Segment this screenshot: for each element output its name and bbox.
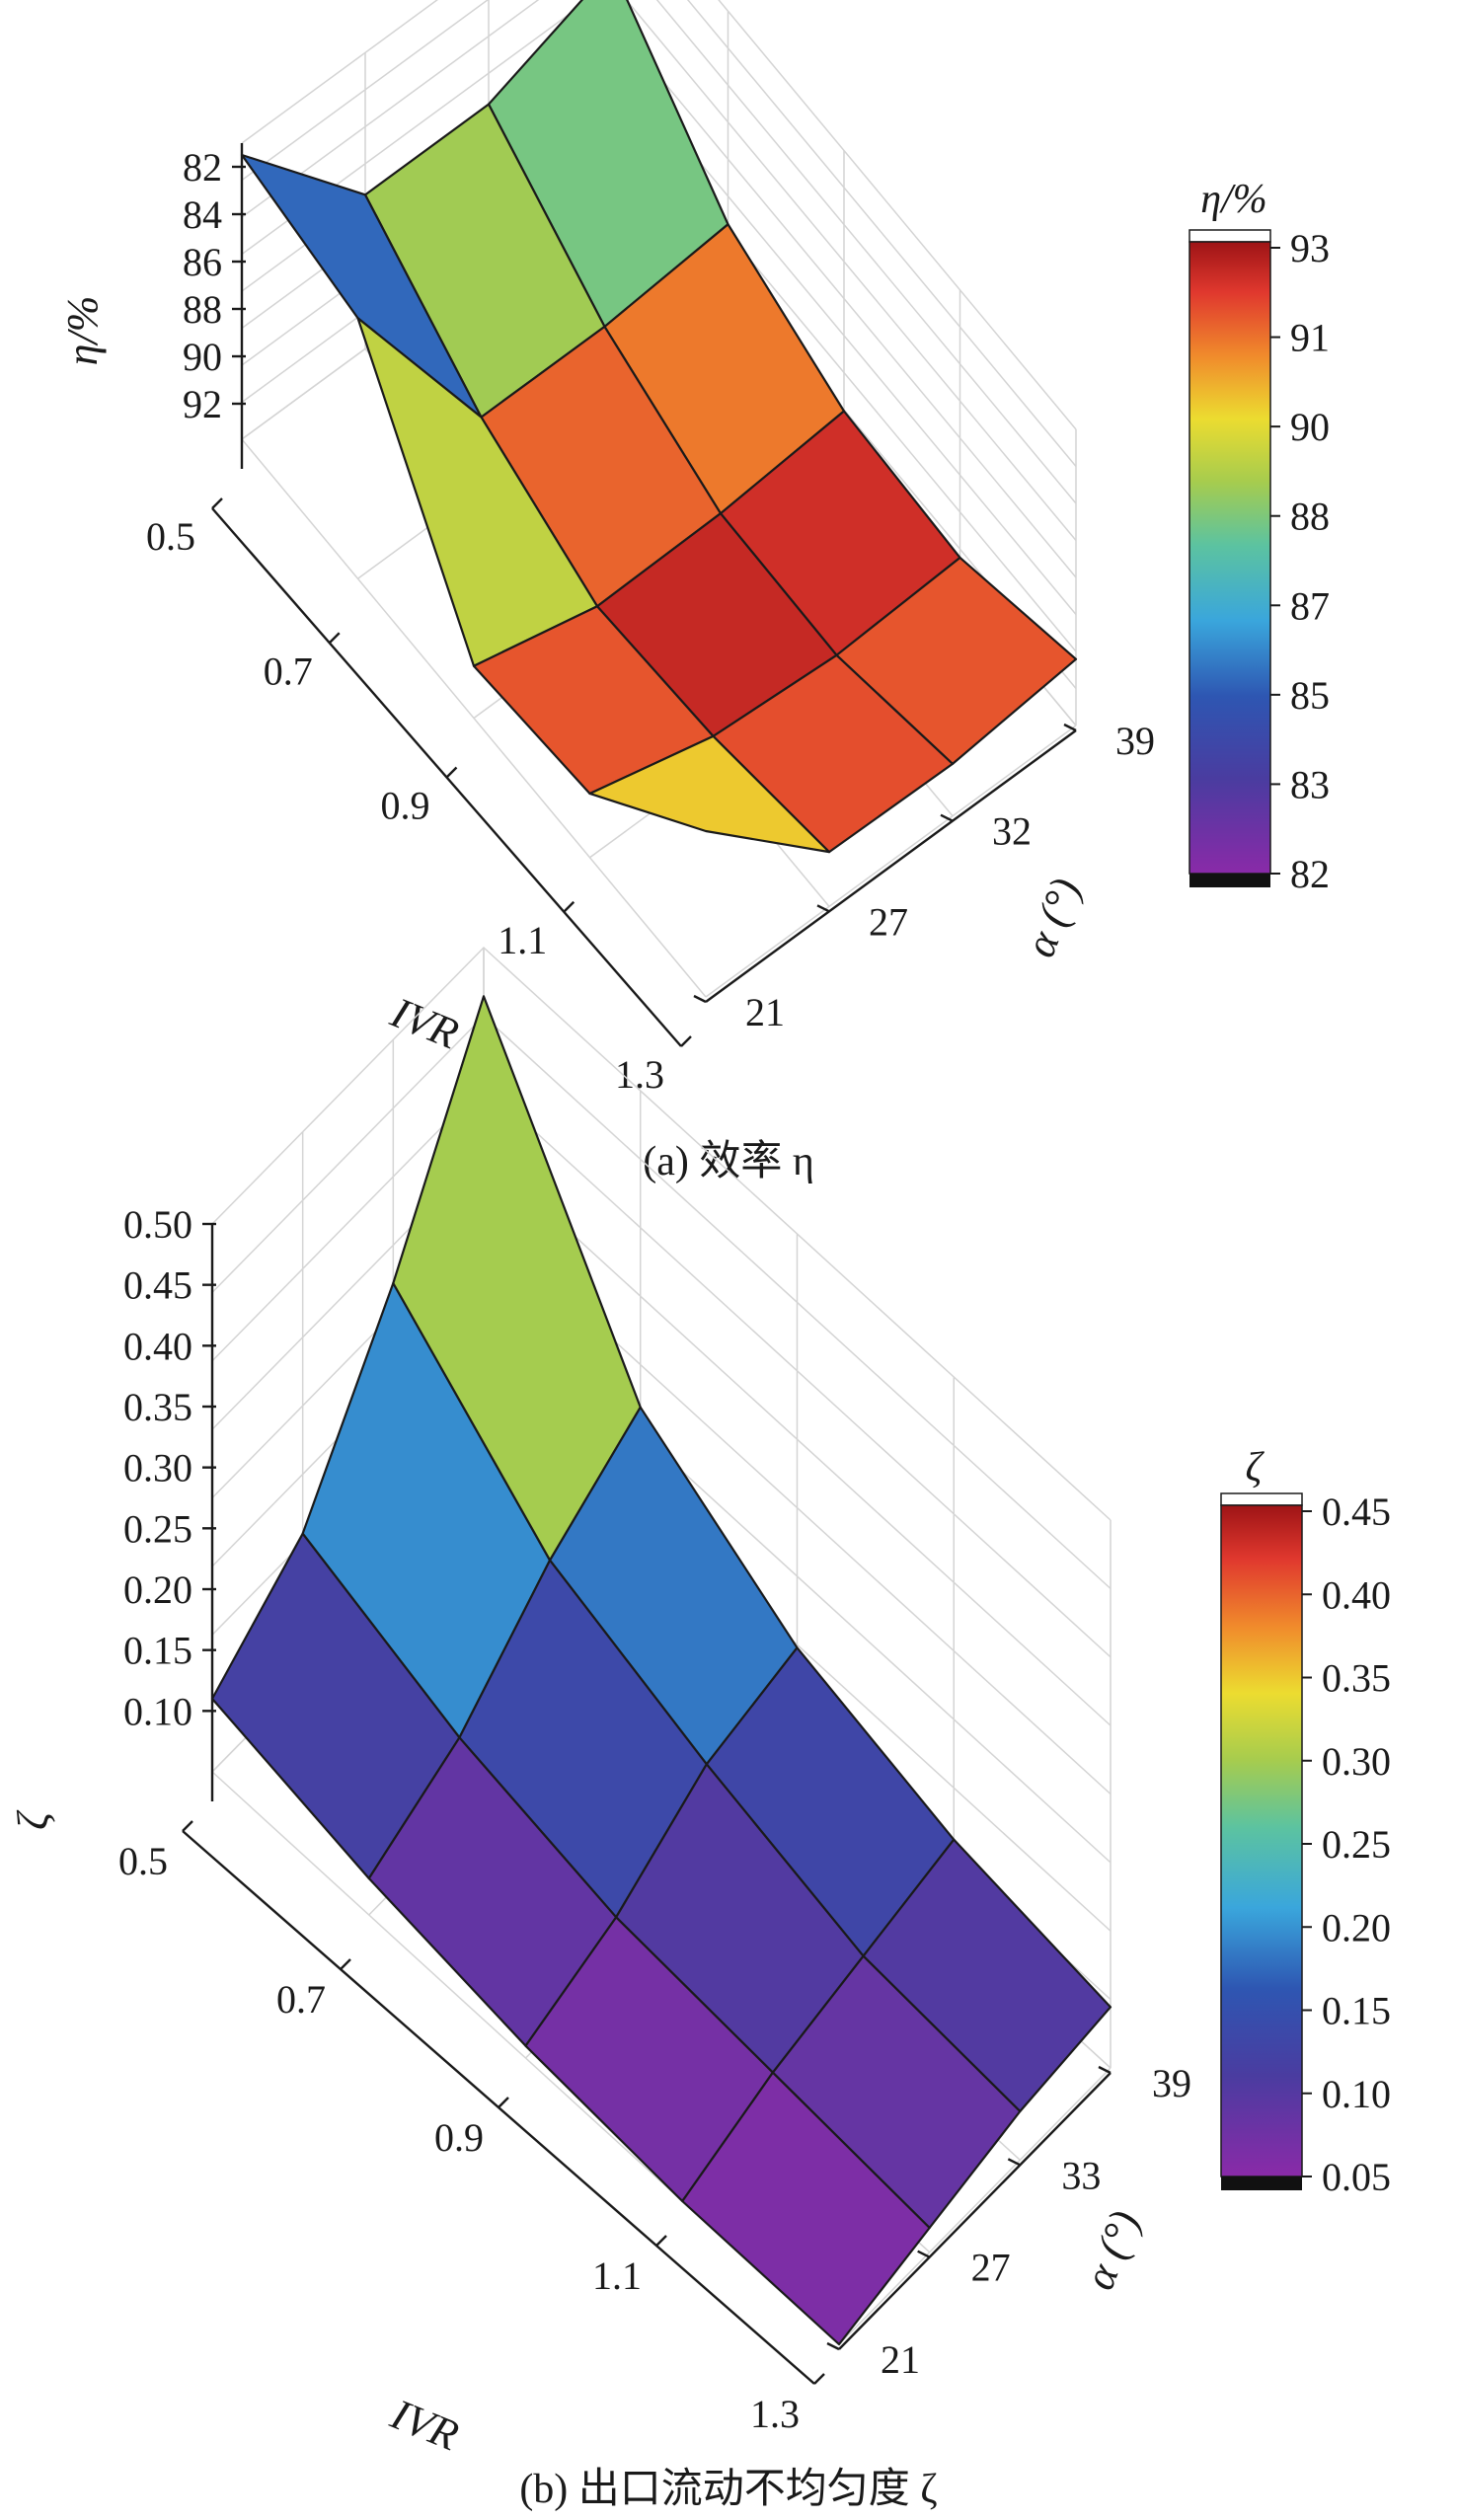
y-tick-label: 21 — [881, 2337, 920, 2382]
x-tick-label: 0.5 — [146, 514, 195, 559]
x-tick-mark — [680, 1035, 692, 1047]
x-tick-label: 0.5 — [118, 1839, 168, 1883]
surface-patch — [588, 734, 831, 854]
colorbar-tick-label: 0.35 — [1322, 1656, 1391, 1701]
z-tick-label: 0.25 — [123, 1506, 192, 1551]
chart-a-z-axis-label: η/% — [58, 296, 107, 366]
chart-b-x-axis-label: IVR — [384, 2390, 466, 2460]
chart-b-tick-labels: 0.50 0.45 0.40 0.35 0.30 0.25 0.20 0.15 0.10 0.5 0… — [118, 1202, 1191, 2436]
chart-a-caption: (a) 效率 η — [643, 1138, 814, 1184]
colorbar-tick-label: 0.45 — [1322, 1489, 1391, 1534]
x-tick-mark — [498, 2097, 509, 2108]
colorbar-tick-label: 88 — [1290, 495, 1330, 539]
chart-b-caption: (b) 出口流动不均匀度 ζ — [519, 2467, 937, 2512]
x-tick-label: 0.9 — [434, 2115, 484, 2160]
colorbar-top-cap — [1220, 1492, 1303, 1506]
y-axis-line — [705, 729, 1077, 1003]
x-tick-label: 1.3 — [750, 2392, 800, 2436]
y-tick-mark — [917, 2250, 931, 2258]
colorbar-tick-label: 90 — [1290, 405, 1330, 449]
y-tick-mark — [940, 813, 954, 822]
z-tick-label: 0.20 — [123, 1567, 192, 1612]
z-tick-label: 90 — [183, 335, 222, 379]
chart-b-z-axis-label: ζ — [9, 1809, 57, 1830]
y-tick-mark — [826, 2341, 840, 2351]
colorbar-bottom-cap — [1221, 2176, 1302, 2190]
colorbar-tick-label: 0.30 — [1322, 1739, 1391, 1784]
y-tick-label: 21 — [745, 990, 785, 1034]
chart-a-y-axis-label: α (°) — [1016, 872, 1091, 963]
y-tick-mark — [816, 904, 830, 913]
colorbar-tick-label: 0.40 — [1322, 1572, 1391, 1617]
z-tick-label: 0.30 — [123, 1446, 192, 1490]
x-tick-label: 1.1 — [592, 2253, 642, 2298]
x-tick-label: 0.7 — [276, 1977, 326, 2022]
y-tick-label: 27 — [869, 899, 908, 944]
colorbar-gradient — [1220, 1504, 1303, 2177]
z-tick-label: 0.45 — [123, 1263, 192, 1308]
colorbar-tick-label: 83 — [1290, 762, 1330, 806]
x-tick-label: 0.7 — [264, 649, 313, 693]
colorbar-bottom-cap — [1189, 874, 1270, 887]
chart-b-colorbar-title: ζ — [1245, 1445, 1265, 1490]
x-tick-mark — [813, 2373, 825, 2385]
chart-a-colorbar-title: η/% — [1200, 177, 1267, 222]
z-tick-label: 84 — [183, 192, 222, 237]
x-tick-mark — [328, 632, 341, 645]
y-tick-label: 39 — [1152, 2061, 1191, 2105]
colorbar-tick-label: 0.05 — [1322, 2155, 1391, 2199]
colorbar-tick-label: 85 — [1290, 673, 1330, 718]
colorbar-tick-label: 0.25 — [1322, 1822, 1391, 1867]
grid-line — [241, 438, 707, 998]
x-tick-mark — [211, 497, 223, 509]
grid-line — [838, 2067, 1112, 2345]
colorbar-tick-label: 0.15 — [1322, 1989, 1391, 2033]
chart-b-surface — [210, 995, 1112, 2346]
z-tick-label: 86 — [183, 240, 222, 284]
surface-patch — [681, 2071, 931, 2346]
chart-a-colorbar: η/% 93 91 90 88 87 85 83 82 — [1189, 177, 1330, 896]
y-tick-mark — [693, 994, 707, 1004]
x-tick-label: 0.9 — [381, 784, 430, 828]
y-tick-label: 39 — [1115, 719, 1155, 763]
y-tick-label: 33 — [1061, 2153, 1101, 2197]
colorbar-top-cap — [1189, 229, 1271, 243]
chart-b-y-axis-label: α (°) — [1075, 2204, 1150, 2296]
z-tick-label: 92 — [183, 382, 222, 426]
x-tick-label: 1.1 — [498, 918, 547, 962]
colorbar-tick-label: 82 — [1290, 852, 1330, 896]
z-tick-label: 0.35 — [123, 1385, 192, 1429]
chart-a-surface — [240, 0, 1078, 854]
colorbar-tick-label: 91 — [1290, 316, 1330, 360]
y-tick-mark — [1063, 723, 1077, 732]
colorbar-gradient — [1189, 241, 1271, 875]
y-axis-line — [838, 2072, 1112, 2350]
chart-b-colorbar: ζ 0.45 0.40 0.35 0.30 0.25 0.20 0.15 0.10 0.05 — [1220, 1445, 1391, 2199]
colorbar-tick-label: 0.10 — [1322, 2072, 1391, 2116]
z-tick-label: 0.40 — [123, 1324, 192, 1368]
colorbar-tick-label: 87 — [1290, 583, 1330, 628]
x-tick-mark — [182, 1820, 193, 1832]
z-tick-label: 0.10 — [123, 1689, 192, 1733]
x-tick-mark — [340, 1958, 351, 1970]
colorbar-tick-label: 0.20 — [1322, 1905, 1391, 1949]
x-tick-mark — [655, 2235, 667, 2247]
colorbar-tick-label: 93 — [1290, 226, 1330, 270]
nonuniformity-surface-chart: 0.50 0.45 0.40 0.35 0.30 0.25 0.20 0.15 0.10 0.5 0… — [9, 946, 1391, 2512]
x-tick-mark — [445, 766, 458, 779]
z-tick-label: 88 — [183, 287, 222, 332]
y-tick-label: 27 — [971, 2246, 1011, 2290]
z-tick-label: 0.50 — [123, 1202, 192, 1247]
y-tick-mark — [1098, 2065, 1112, 2075]
x-tick-mark — [563, 900, 575, 913]
y-tick-mark — [1007, 2158, 1021, 2167]
grid-line — [705, 725, 1077, 998]
y-tick-label: 32 — [992, 809, 1032, 854]
z-tick-label: 82 — [183, 145, 222, 190]
z-tick-label: 0.15 — [123, 1629, 192, 1673]
